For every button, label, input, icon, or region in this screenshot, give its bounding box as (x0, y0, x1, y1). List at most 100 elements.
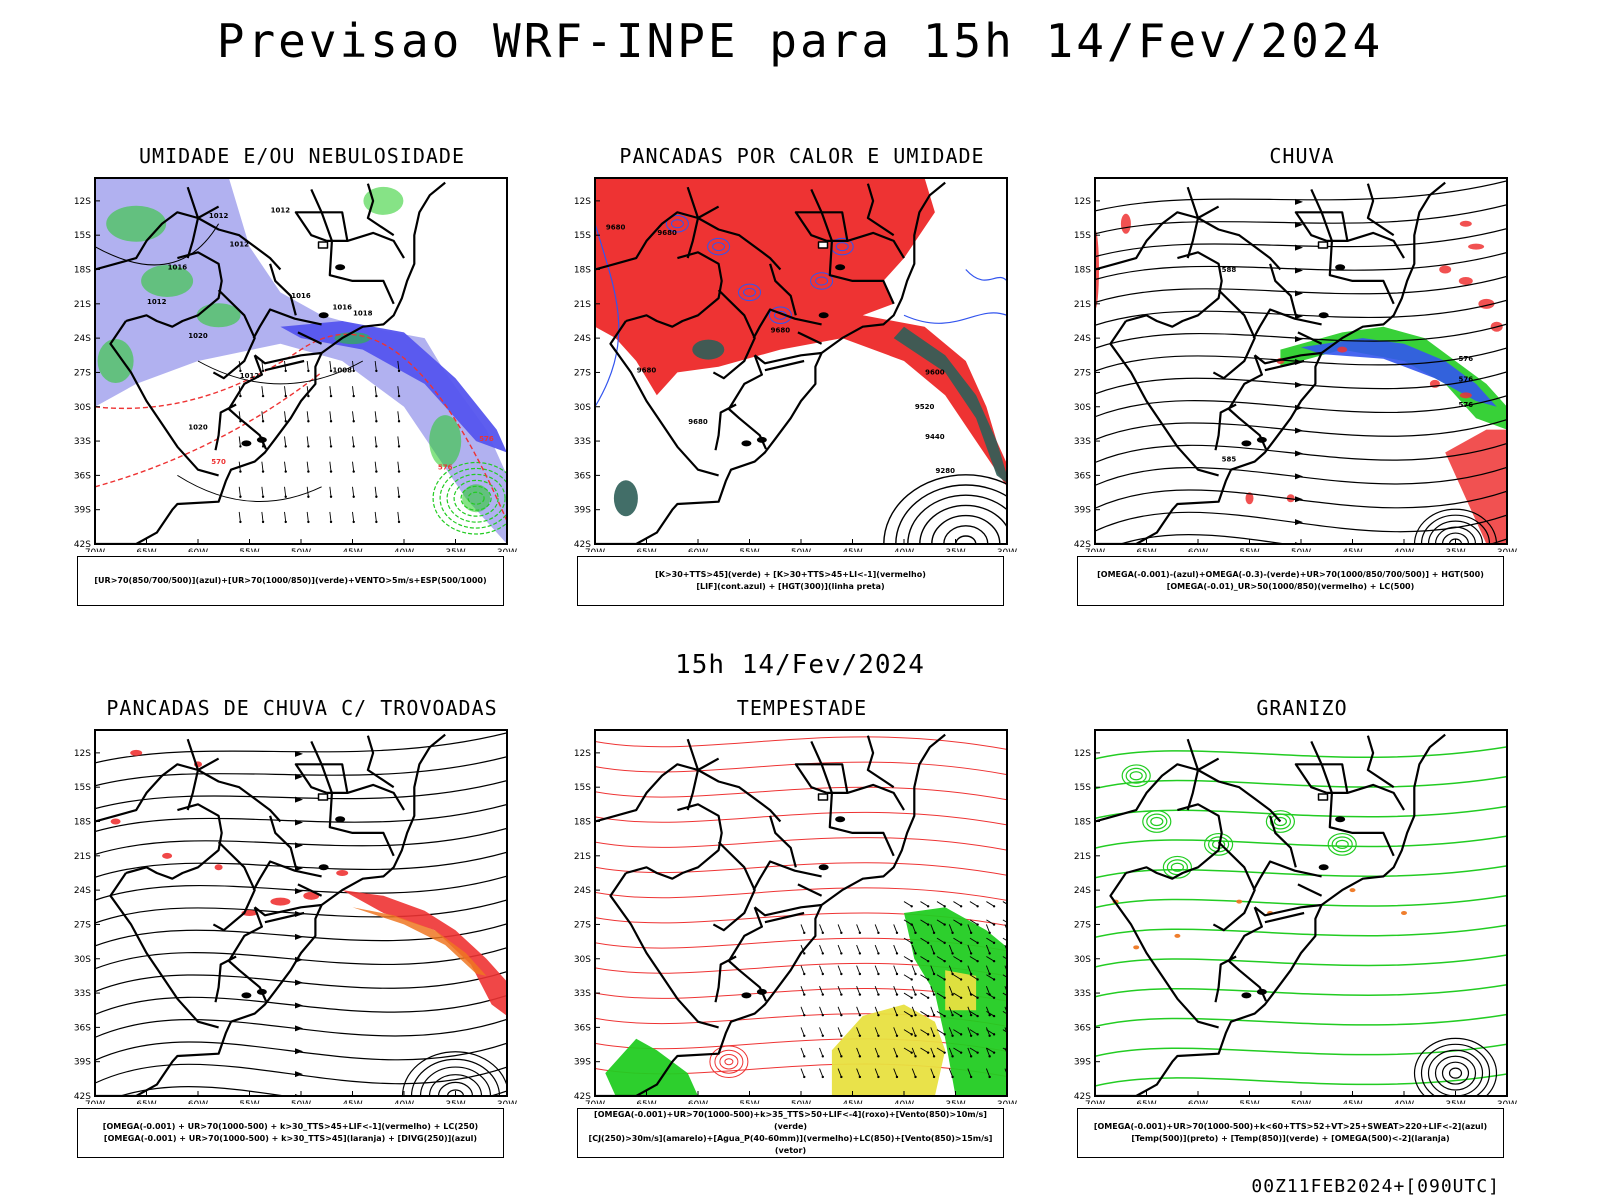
lon-tick-label: 40W (1394, 1100, 1414, 1104)
panel-umidade: UMIDADE E/OU NEBULOSIDADE 1012 1012 1012 10… (62, 144, 542, 634)
wind-vector-head (1009, 942, 1011, 944)
wind-vector (306, 461, 309, 472)
wind-vector (352, 511, 355, 522)
wind-vector (967, 965, 972, 975)
state-border (212, 289, 256, 380)
lake-marker (818, 312, 829, 319)
lat-tick-label: 36S (74, 471, 91, 481)
wind-vector (837, 924, 842, 933)
wind-vector (903, 992, 912, 999)
hgt300-contour (931, 514, 1001, 544)
state-border (109, 320, 219, 477)
lat-tick-label: 27S (574, 368, 591, 378)
wind-vector (284, 411, 287, 422)
wind-vector-head (821, 952, 825, 955)
wind-vector (819, 1027, 824, 1036)
wind-vector (856, 986, 861, 995)
wind-vector-head (914, 993, 917, 996)
wind-vector-head (1009, 978, 1011, 980)
wind-vector (819, 944, 824, 954)
wind-vector-head (1009, 997, 1011, 999)
wind-vector-head (284, 420, 287, 423)
state-border (1095, 757, 1220, 823)
contour-value-label: 1016 (291, 292, 311, 300)
lat-tick-label: 12S (74, 749, 91, 759)
wind-vector-head (877, 1034, 880, 1037)
moisture-low-green (462, 484, 491, 513)
hgt300-contour (955, 535, 977, 544)
wind-vector (936, 901, 945, 907)
wind-vector-head (858, 952, 862, 955)
temp500-contour (1448, 1067, 1463, 1079)
wind-vector (874, 986, 879, 995)
rain-red (1337, 346, 1348, 353)
lif-contour (835, 242, 849, 252)
lake-marker (318, 312, 329, 319)
wind-vector (903, 919, 912, 925)
temp850-contour (1208, 836, 1230, 853)
wind-vector-head (932, 952, 936, 955)
contour-value-label: 9440 (925, 433, 945, 441)
wind-vector-head (914, 972, 917, 976)
wind-vector-head (858, 1075, 862, 1079)
wind-vector (819, 924, 824, 933)
wind-vector-head (976, 959, 979, 963)
streamline-arrow (1295, 381, 1303, 388)
wind-vector (306, 386, 309, 397)
state-border (1269, 263, 1297, 316)
wind-vector (374, 461, 377, 472)
wind-vector-head (877, 1013, 880, 1017)
temp850-contour (1265, 810, 1295, 833)
wind-vector-head (914, 1055, 917, 1058)
wind-vector-head (840, 1013, 843, 1017)
state-border (264, 359, 305, 372)
wind-vector-head (329, 495, 333, 498)
contour-value-label: 576 (1458, 355, 1473, 363)
wind-vector-head (932, 993, 936, 996)
contour-value-label: 576 (438, 464, 453, 472)
wind-vector-head (943, 1014, 946, 1018)
wind-vector (837, 965, 842, 975)
wind-vector-head (397, 394, 401, 398)
page-title: Previsao WRF-INPE para 15h 14/Fev/2024 (216, 14, 1384, 68)
lon-tick-label: 50W (791, 548, 811, 552)
wind-vector-head (969, 972, 973, 976)
state-border (866, 735, 895, 789)
wind-vector (920, 919, 929, 925)
panel-title: TEMPESTADE (736, 696, 868, 720)
wind-vector (837, 1006, 842, 1016)
capital-marker (1317, 241, 1329, 249)
state-border (595, 205, 720, 271)
state-border (252, 308, 322, 339)
wind-vector (374, 411, 377, 422)
thunderstorm-red (336, 869, 349, 876)
state-border (752, 308, 822, 339)
lat-tick-label: 12S (1074, 197, 1091, 207)
wind-vector (893, 924, 898, 933)
geo-boundaries (95, 181, 446, 544)
lat-tick-label: 30S (574, 403, 591, 413)
wind-vector-head (877, 1075, 880, 1079)
wind-vector-head (307, 445, 310, 448)
temp850-contour (1095, 954, 1507, 968)
streamline (1095, 347, 1507, 372)
wind-vector-head (284, 445, 287, 448)
wind-vector-head (988, 1034, 991, 1037)
lon-tick-label: 50W (1291, 1100, 1311, 1104)
state-border (797, 331, 823, 345)
wind-vector-head (943, 996, 946, 999)
wind-vector (953, 974, 962, 980)
wind-vector (819, 1068, 824, 1078)
wind-vector (930, 1006, 935, 1016)
wind-vector-head (959, 905, 963, 908)
wind-vector (856, 944, 861, 954)
wind-vector (329, 411, 332, 422)
legend-line: [OMEGA(-0.001)+UR>70(1000-500)+k>35_TTS>… (594, 1110, 987, 1131)
run-stamp: 00Z11FEB2024+[090UTC] (1251, 1176, 1500, 1197)
wind-vector-head (803, 952, 806, 955)
lat-tick-label: 21S (574, 852, 591, 862)
streamline-arrow (1295, 336, 1303, 343)
jet250-yellow (945, 970, 977, 1011)
wind-vector-head (992, 923, 996, 926)
wind-vector (800, 1047, 805, 1057)
